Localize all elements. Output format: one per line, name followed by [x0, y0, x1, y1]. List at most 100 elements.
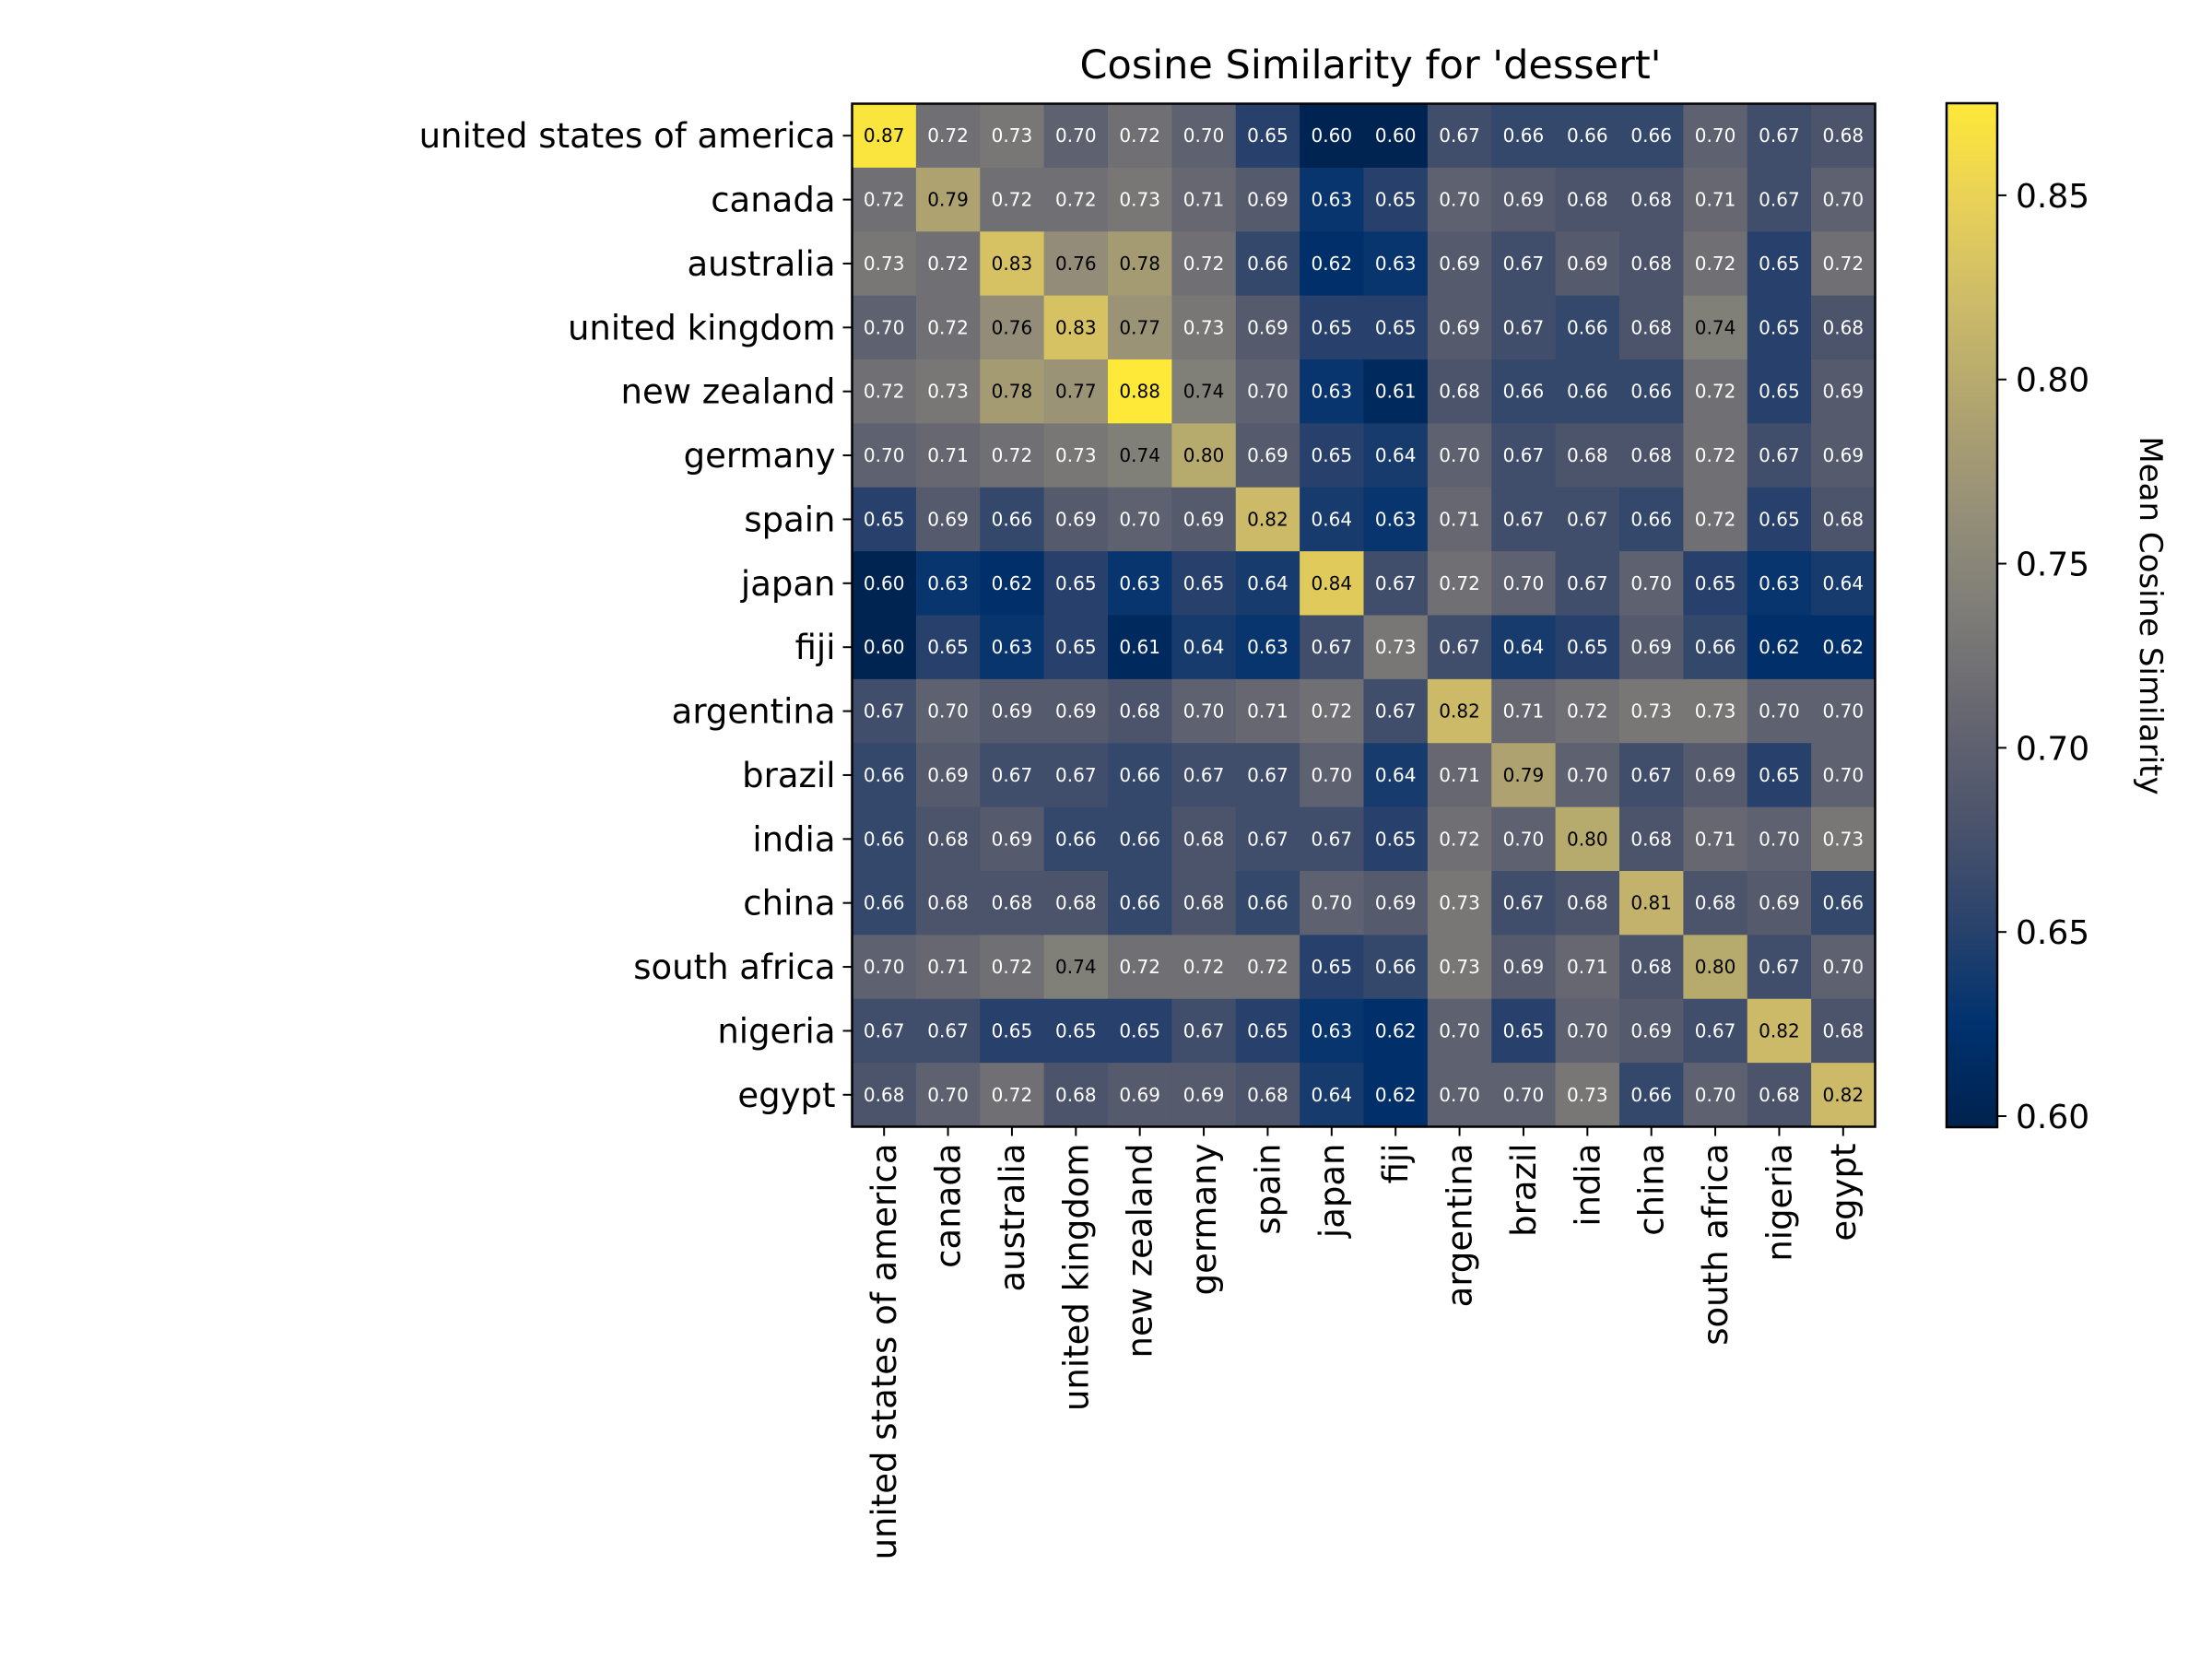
cell-value-label: 0.81: [1630, 892, 1672, 914]
heatmap-cell: [980, 359, 1045, 424]
heatmap-cell: [1363, 231, 1429, 297]
cell-value-label: 0.62: [1375, 1084, 1417, 1106]
heatmap-cell: [1300, 615, 1365, 680]
heatmap-cell: [1747, 423, 1812, 488]
heatmap-cell: [1747, 359, 1812, 424]
colorbar-tick-label: 0.85: [2016, 178, 2089, 216]
cell-value-label: 0.63: [1247, 636, 1288, 658]
heatmap-cell: [852, 551, 917, 617]
heatmap-cell-labels: 0.87 0.72 0.73 0.70 0.72 0.70 0.65 0.60 0.60 0.67…: [864, 124, 1864, 1106]
heatmap-cell: [1427, 231, 1492, 297]
cell-value-label: 0.65: [1247, 1019, 1288, 1041]
heatmap-cell: [1747, 615, 1812, 680]
heatmap-cell: [980, 167, 1045, 232]
cell-value-label: 0.61: [1375, 381, 1417, 403]
heatmap-cell: [1683, 871, 1748, 935]
heatmap-cell: [1427, 1063, 1492, 1128]
heatmap-cell: [1427, 871, 1492, 935]
heatmap-cell: [1235, 103, 1300, 169]
heatmap-cell: [1747, 743, 1812, 808]
heatmap-cell: [1619, 103, 1684, 169]
heatmap-cell: [852, 487, 917, 552]
heatmap-cell: [915, 1063, 981, 1128]
colorbar: [1945, 101, 1999, 1129]
heatmap-cell: [1108, 231, 1172, 297]
cell-value-label: 0.69: [927, 508, 969, 530]
cell-value-label: 0.68: [1630, 189, 1672, 211]
cell-value-label: 0.69: [1503, 956, 1545, 978]
cell-value-label: 0.70: [1823, 764, 1865, 786]
cell-value-label: 0.66: [1119, 892, 1160, 914]
cell-value-label: 0.67: [1695, 1019, 1736, 1041]
heatmap-cell: [1811, 615, 1877, 680]
heatmap-cell: [1043, 743, 1109, 808]
cell-value-label: 0.65: [1759, 764, 1800, 786]
y-tick-label: nigeria: [717, 1011, 835, 1051]
cell-value-label: 0.67: [1759, 124, 1800, 147]
cell-value-label: 0.70: [864, 444, 905, 466]
heatmap-cell: [1363, 615, 1429, 680]
heatmap-cell: [1427, 935, 1492, 1000]
heatmap-cell: [1427, 167, 1492, 232]
heatmap-cell: [1683, 615, 1748, 680]
heatmap-cell: [915, 359, 981, 424]
cell-value-label: 0.65: [1055, 636, 1097, 658]
cell-value-label: 0.70: [1823, 189, 1865, 211]
cell-value-label: 0.77: [1119, 316, 1160, 338]
heatmap-cell: [1555, 678, 1620, 744]
heatmap-cell: [1811, 998, 1877, 1064]
cell-value-label: 0.69: [1055, 508, 1097, 530]
cell-value-label: 0.67: [1759, 956, 1800, 978]
heatmap-cell: [852, 806, 917, 872]
cell-value-label: 0.82: [1247, 508, 1288, 530]
heatmap-cell: [1427, 806, 1492, 872]
cell-value-label: 0.69: [992, 828, 1033, 850]
cell-value-label: 0.68: [1630, 253, 1672, 275]
cell-value-label: 0.82: [1823, 1084, 1865, 1106]
cell-value-label: 0.68: [1439, 381, 1480, 403]
heatmap-cell: [1043, 806, 1109, 872]
heatmap-cell: [1491, 423, 1557, 488]
heatmap-cell: [1811, 743, 1877, 808]
cell-value-label: 0.69: [1119, 1084, 1160, 1106]
heatmap-cell: [1747, 231, 1812, 297]
heatmap-cell: [1811, 871, 1877, 935]
heatmap-cell: [915, 551, 981, 617]
heatmap-cell: [1491, 103, 1557, 169]
heatmap-cell: [1108, 998, 1172, 1064]
heatmap-cell: [1683, 678, 1748, 744]
heatmap-cell: [1427, 295, 1492, 360]
heatmap-cell: [852, 935, 917, 1000]
heatmap-cell: [980, 935, 1045, 1000]
cell-value-label: 0.70: [1567, 764, 1608, 786]
heatmap-cell: [1108, 806, 1172, 872]
heatmap-cell: [1491, 935, 1557, 1000]
cell-value-label: 0.72: [992, 956, 1033, 978]
heatmap-cell: [1235, 231, 1300, 297]
heatmap-cell: [915, 295, 981, 360]
heatmap-cell: [852, 871, 917, 935]
cell-value-label: 0.63: [1759, 572, 1800, 594]
cell-value-label: 0.72: [1823, 253, 1865, 275]
y-tick-label: united states of america: [419, 116, 836, 156]
cell-value-label: 0.83: [992, 253, 1033, 275]
cell-value-label: 0.66: [1375, 956, 1417, 978]
cell-value-label: 0.69: [1247, 444, 1288, 466]
cell-value-label: 0.67: [1503, 508, 1545, 530]
heatmap-cell: [1300, 806, 1365, 872]
cell-value-label: 0.72: [1439, 828, 1480, 850]
heatmap-cell: [1491, 359, 1557, 424]
heatmap-cell: [1747, 103, 1812, 169]
cell-value-label: 0.69: [1375, 892, 1417, 914]
heatmap-cell: [1043, 295, 1109, 360]
cell-value-label: 0.67: [1567, 508, 1608, 530]
x-tick-label: fiji: [1376, 1144, 1416, 1184]
heatmap-cell: [1363, 1063, 1429, 1128]
cell-value-label: 0.63: [1312, 189, 1353, 211]
x-tick-label: new zealand: [1121, 1144, 1160, 1359]
heatmap-cell: [1555, 103, 1620, 169]
cell-value-label: 0.70: [1439, 1084, 1480, 1106]
cell-value-label: 0.65: [1055, 572, 1097, 594]
heatmap-cell: [1108, 1063, 1172, 1128]
cell-value-label: 0.64: [1247, 572, 1288, 594]
